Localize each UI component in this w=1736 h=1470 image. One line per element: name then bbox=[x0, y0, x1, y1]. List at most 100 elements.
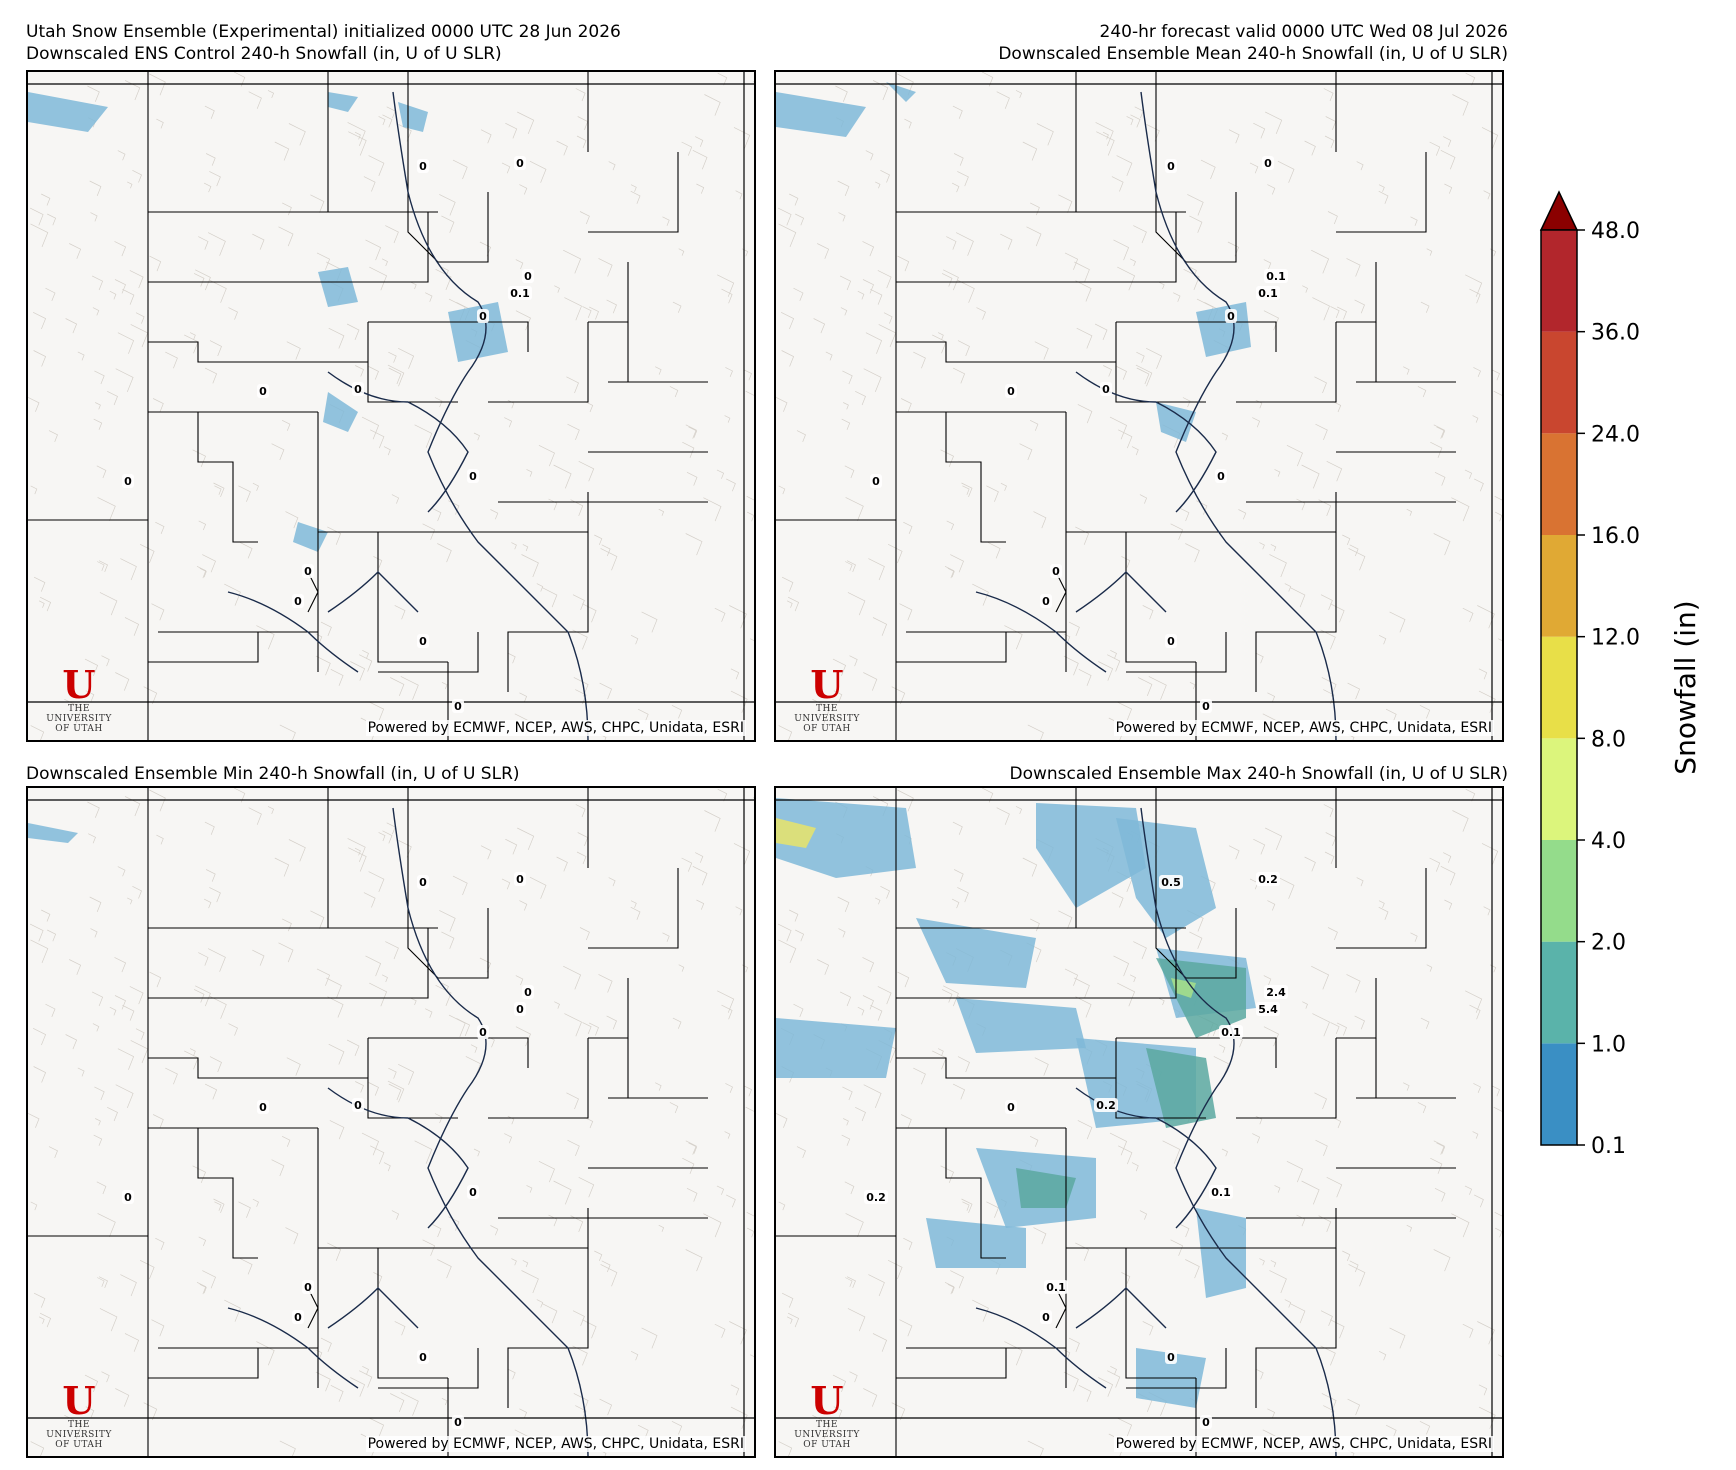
contour-label: 0.1 bbox=[510, 287, 530, 300]
map-canvas: 0.5 0.2 2.4 5.4 0.1 0 0.2 0.2 0.1 0.1 0 0 0 bbox=[776, 788, 1502, 1456]
county-boundary bbox=[1066, 1247, 1196, 1379]
snowfall-region bbox=[1196, 302, 1251, 357]
contour-label: 0 bbox=[1167, 635, 1175, 648]
contour-label: 0.1 bbox=[1266, 270, 1286, 283]
credit-text: Powered by ECMWF, NCEP, AWS, CHPC, Unida… bbox=[1113, 1436, 1494, 1452]
contour-label: 0 bbox=[419, 876, 427, 889]
county-boundary bbox=[1116, 1037, 1277, 1068]
county-boundary bbox=[1155, 72, 1237, 263]
snowfall-region bbox=[398, 102, 428, 132]
colorbar-segment bbox=[1541, 941, 1577, 1044]
snowfall-region bbox=[318, 267, 358, 307]
snowfall-region bbox=[916, 918, 1036, 988]
county-boundary bbox=[148, 631, 318, 663]
contour-label: 0.2 bbox=[866, 1191, 886, 1204]
contour-label: 0 bbox=[1264, 157, 1272, 170]
snowfall-region bbox=[328, 92, 358, 112]
contour-label: 0 bbox=[1202, 1416, 1210, 1429]
county-boundary bbox=[896, 631, 1066, 663]
contour-label: 0 bbox=[419, 1351, 427, 1364]
county-boundary bbox=[378, 1348, 479, 1389]
county-boundary bbox=[588, 868, 679, 949]
contour-line bbox=[1140, 807, 1337, 1456]
university-of-utah-logo: U THE UNIVERSITY OF UTAH bbox=[46, 1378, 112, 1451]
contour-label: 0 bbox=[259, 385, 267, 398]
university-of-utah-logo: U THE UNIVERSITY OF UTAH bbox=[794, 662, 860, 735]
county-boundary bbox=[896, 341, 1116, 363]
contour-label: 0 bbox=[259, 1101, 267, 1114]
colorbar-tick-label: 2.0 bbox=[1591, 931, 1626, 956]
contour-label: 0 bbox=[469, 1186, 477, 1199]
snowfall-region bbox=[293, 522, 328, 552]
county-boundary bbox=[1115, 1038, 1206, 1119]
colorbar-segment bbox=[1541, 636, 1577, 739]
colorbar-segment bbox=[1541, 738, 1577, 840]
snowfall-region bbox=[1196, 1208, 1246, 1298]
county-boundary bbox=[896, 1347, 1066, 1379]
contour-label: 0 bbox=[354, 1099, 362, 1112]
snowfall-region bbox=[323, 392, 358, 432]
county-boundary bbox=[896, 1057, 1116, 1079]
contour-label: 0 bbox=[1167, 160, 1175, 173]
panel-title-control: Downscaled ENS Control 240-h Snowfall (i… bbox=[26, 44, 502, 64]
colorbar-segment bbox=[1541, 230, 1577, 332]
contour-label: 0.1 bbox=[1258, 287, 1278, 300]
credit-text: Powered by ECMWF, NCEP, AWS, CHPC, Unida… bbox=[365, 1436, 746, 1452]
colorbar-tick-label: 24.0 bbox=[1591, 422, 1640, 447]
colorbar-tick-label: 4.0 bbox=[1591, 829, 1626, 854]
colorbar-segment bbox=[1541, 1043, 1577, 1145]
contour-label: 0 bbox=[1227, 310, 1235, 323]
contour-line bbox=[227, 1307, 359, 1389]
contour-label: 0 bbox=[1007, 1101, 1015, 1114]
university-of-utah-logo: U THE UNIVERSITY OF UTAH bbox=[46, 662, 112, 735]
county-boundary bbox=[407, 72, 489, 263]
county-boundary bbox=[588, 152, 679, 233]
county-boundary bbox=[367, 1038, 458, 1119]
snowfall-region bbox=[776, 1018, 896, 1078]
map-panel-max: 0.5 0.2 2.4 5.4 0.1 0 0.2 0.2 0.1 0.1 0 0 0 U THE UN… bbox=[774, 786, 1504, 1458]
contour-line bbox=[327, 571, 419, 613]
figure-title-right: 240-hr forecast valid 0000 UTC Wed 08 Ju… bbox=[1099, 22, 1508, 42]
colorbar-tick-label: 1.0 bbox=[1591, 1032, 1626, 1057]
contour-label: 0 bbox=[304, 1281, 312, 1294]
contour-label: 0 bbox=[454, 1416, 462, 1429]
county-boundary bbox=[1126, 1348, 1227, 1389]
snowfall-region bbox=[28, 823, 78, 843]
county-boundary bbox=[368, 1037, 529, 1068]
contour-label: 0 bbox=[516, 1003, 524, 1016]
snowfall-region bbox=[28, 92, 108, 132]
snowfall-region bbox=[448, 302, 508, 362]
colorbar-segment bbox=[1541, 331, 1577, 434]
contour-label: 2.4 bbox=[1266, 986, 1286, 999]
snowfall-region bbox=[776, 92, 866, 137]
county-boundary bbox=[1055, 1287, 1067, 1329]
contour-line bbox=[392, 807, 589, 1456]
colorbar-extend-arrow bbox=[1539, 190, 1579, 231]
county-boundary bbox=[1236, 322, 1337, 403]
contour-label: 0 bbox=[516, 873, 524, 886]
colorbar-frame bbox=[1540, 229, 1578, 1146]
county-boundary bbox=[507, 532, 589, 692]
contour-line bbox=[1075, 371, 1217, 513]
contour-label: 0 bbox=[1042, 595, 1050, 608]
county-boundary bbox=[488, 1038, 589, 1119]
county-boundary bbox=[1255, 532, 1337, 692]
contour-label: 0 bbox=[1167, 1351, 1175, 1364]
snowfall-region bbox=[776, 798, 916, 878]
contour-label: 0 bbox=[516, 157, 524, 170]
county-boundary bbox=[1155, 788, 1237, 979]
contour-label: 0 bbox=[294, 1311, 302, 1324]
county-boundary bbox=[1055, 571, 1067, 613]
contour-label: 5.4 bbox=[1258, 1003, 1278, 1016]
contour-label: 0.2 bbox=[1258, 873, 1278, 886]
snowfall-region bbox=[776, 818, 816, 848]
contour-label: 0 bbox=[1052, 565, 1060, 578]
county-boundary bbox=[1116, 321, 1277, 352]
contour-line bbox=[975, 1307, 1107, 1389]
colorbar-tick-label: 16.0 bbox=[1591, 524, 1640, 549]
contour-label: 0.2 bbox=[1096, 1099, 1116, 1112]
county-boundary bbox=[1336, 152, 1427, 233]
snowfall-region bbox=[1036, 803, 1146, 908]
map-canvas: 0 0 0 0.1 0 0 0 0 0 0 0 0 0 bbox=[28, 72, 754, 740]
contour-line bbox=[1075, 1287, 1167, 1329]
